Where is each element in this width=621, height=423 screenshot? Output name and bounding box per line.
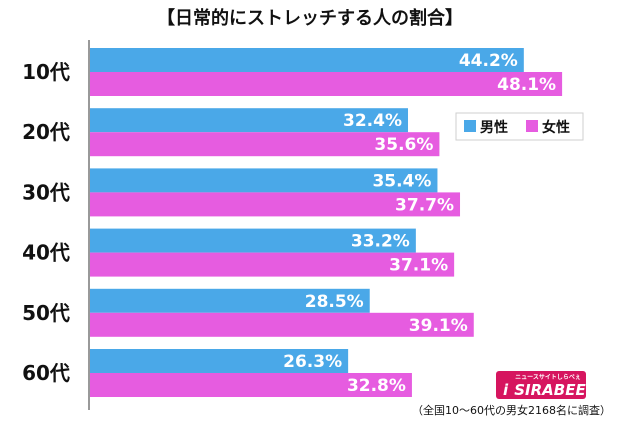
female-bar-5 <box>90 312 474 337</box>
category-label-4: 40代 <box>22 241 70 265</box>
survey-note: （全国10〜60代の男女2168名に調査） <box>412 403 611 417</box>
female-bar-4 <box>90 252 455 277</box>
legend-box <box>455 112 584 141</box>
male-value-label-3: 35.4% <box>372 171 431 191</box>
male-value-label-6: 26.3% <box>283 352 342 372</box>
female-value-label-1: 48.1% <box>497 75 556 95</box>
chart-title: 【日常的にストレッチする人の割合】 <box>157 7 463 29</box>
female-value-label-3: 37.7% <box>395 195 454 215</box>
female-value-label-6: 32.8% <box>347 376 406 396</box>
brand-logo-background <box>496 371 586 399</box>
female-bar-3 <box>90 192 461 217</box>
category-label-2: 20代 <box>22 120 70 144</box>
male-bar-1 <box>90 48 524 72</box>
female-bar-2 <box>90 132 440 157</box>
male-bar-6 <box>90 349 349 373</box>
male-value-label-2: 32.4% <box>343 111 402 131</box>
bars-group: 10代 44.2% 48.1% 20代 32.4% 35.6% 30代 35.4% 37.7% 4… <box>22 48 563 397</box>
male-bar-3 <box>90 168 438 193</box>
category-label-3: 30代 <box>22 180 70 204</box>
female-value-label-2: 35.6% <box>374 135 433 155</box>
male-value-label-5: 28.5% <box>305 292 364 312</box>
male-bar-4 <box>90 228 416 253</box>
legend: 男性 女性 <box>455 112 584 141</box>
female-value-label-4: 37.1% <box>389 256 448 276</box>
brand-logo: ニュースサイトしらべぇ i SIRABEE <box>496 371 586 399</box>
legend-label-2: 女性 <box>542 119 570 136</box>
category-label-1: 10代 <box>22 60 70 84</box>
brand-tagline: ニュースサイトしらべぇ <box>515 374 581 381</box>
female-bar-1 <box>90 72 563 96</box>
male-value-label-4: 33.2% <box>351 232 410 252</box>
male-value-label-1: 44.2% <box>459 51 518 71</box>
female-bar-6 <box>90 373 412 397</box>
category-label-6: 60代 <box>22 361 70 385</box>
category-label-5: 50代 <box>22 301 70 325</box>
female-value-label-5: 39.1% <box>409 316 468 336</box>
male-bar-5 <box>90 288 370 313</box>
legend-swatch-2 <box>526 120 538 132</box>
legend-label-1: 男性 <box>480 119 508 136</box>
male-bar-2 <box>90 108 409 133</box>
brand-initial: i <box>503 381 509 399</box>
legend-swatch-1 <box>464 120 476 132</box>
brand-name: SIRABEE <box>514 381 586 399</box>
